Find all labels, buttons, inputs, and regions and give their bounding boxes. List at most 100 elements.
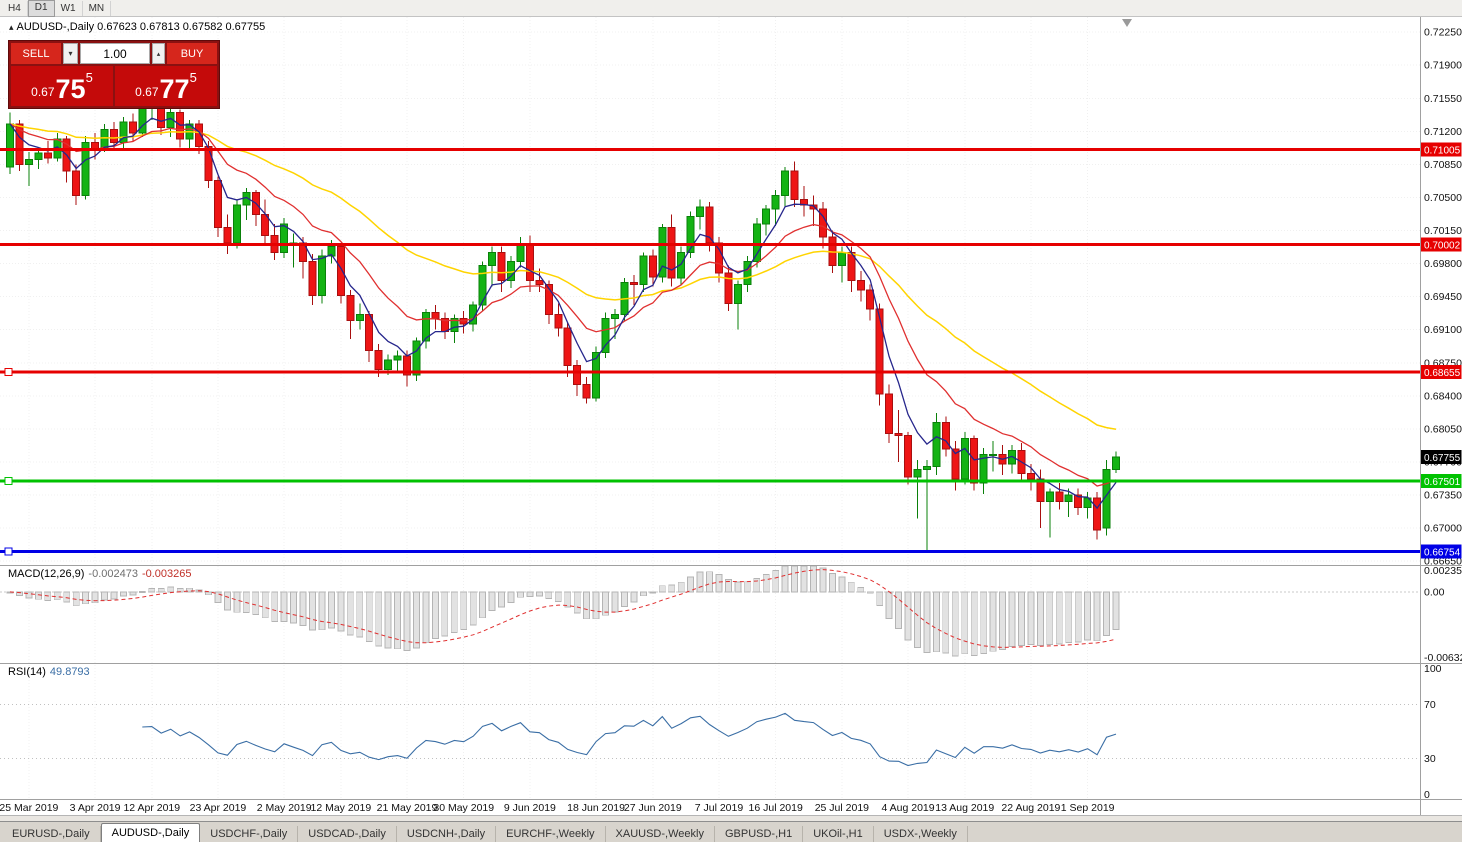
current-price-tag: 0.67755: [1420, 449, 1462, 464]
tab-gbpusd-h1[interactable]: GBPUSD-,H1: [715, 826, 804, 842]
svg-text:23 Apr 2019: 23 Apr 2019: [190, 802, 247, 814]
timeframe-button-mn[interactable]: MN: [83, 0, 112, 16]
svg-text:0.68400: 0.68400: [1424, 390, 1462, 402]
tab-usdx-weekly[interactable]: USDX-,Weekly: [874, 826, 968, 842]
tab-eurchf-weekly[interactable]: EURCHF-,Weekly: [496, 826, 606, 842]
svg-text:16 Jul 2019: 16 Jul 2019: [749, 802, 803, 814]
macd-header: MACD(12,26,9) -0.002473 -0.003265: [8, 568, 192, 580]
svg-text:0.70150: 0.70150: [1424, 225, 1462, 237]
svg-text:0.68050: 0.68050: [1424, 423, 1462, 435]
svg-text:13 Aug 2019: 13 Aug 2019: [935, 802, 994, 814]
svg-text:25 Mar 2019: 25 Mar 2019: [0, 802, 59, 814]
tab-usdchf-daily[interactable]: USDCHF-,Daily: [200, 826, 299, 842]
level-lines[interactable]: 0.71005 0.70002 0.68655 0.67501 0.66754: [0, 142, 1462, 559]
timeframe-button-h4[interactable]: H4: [2, 0, 28, 16]
svg-text:9 Jun 2019: 9 Jun 2019: [504, 802, 556, 814]
sell-price-big: 75: [55, 74, 86, 104]
svg-text:7 Jul 2019: 7 Jul 2019: [695, 802, 744, 814]
svg-text:0.67000: 0.67000: [1424, 523, 1462, 535]
svg-text:0.71200: 0.71200: [1424, 126, 1462, 138]
buy-button[interactable]: BUY: [167, 43, 217, 64]
symbol-label: AUDUSD-,Daily: [16, 21, 95, 33]
volume-input[interactable]: [80, 43, 150, 64]
svg-text:22 Aug 2019: 22 Aug 2019: [1001, 802, 1060, 814]
chart-shift-marker[interactable]: [1122, 19, 1132, 27]
timeframe-button-d1[interactable]: D1: [27, 0, 55, 17]
svg-text:100: 100: [1424, 663, 1442, 675]
tab-xauusd-weekly[interactable]: XAUUSD-,Weekly: [606, 826, 715, 842]
svg-text:21 May 2019: 21 May 2019: [377, 802, 438, 814]
svg-text:25 Jul 2019: 25 Jul 2019: [815, 802, 869, 814]
sell-button[interactable]: SELL: [11, 43, 61, 64]
svg-text:27 Jun 2019: 27 Jun 2019: [624, 802, 682, 814]
buy-price-big: 77: [159, 74, 190, 104]
macd-title: MACD(12,26,9): [8, 568, 85, 580]
panel-collapse-icon[interactable]: ▴: [9, 22, 14, 32]
open-value: 0.67623: [97, 21, 137, 33]
svg-text:0.66754: 0.66754: [1424, 547, 1461, 558]
svg-text:0.67501: 0.67501: [1424, 477, 1461, 488]
close-value: 0.67755: [225, 21, 266, 33]
svg-text:0.72250: 0.72250: [1424, 27, 1462, 39]
rsi-value: 49.8793: [49, 666, 90, 678]
macd-indicator: 0.00235 0.00 -0.00632: [0, 565, 1462, 664]
rsi-title: RSI(14): [8, 666, 46, 678]
svg-text:-0.00632: -0.00632: [1424, 652, 1462, 664]
buy-price-display[interactable]: 0.67 77 5: [115, 66, 217, 106]
svg-text:12 Apr 2019: 12 Apr 2019: [123, 802, 180, 814]
tab-usdcnh-daily[interactable]: USDCNH-,Daily: [397, 826, 497, 842]
svg-text:0.00235: 0.00235: [1424, 565, 1462, 577]
svg-text:0: 0: [1424, 789, 1430, 801]
svg-text:0.66650: 0.66650: [1424, 556, 1462, 568]
sell-price-display[interactable]: 0.67 75 5: [11, 66, 113, 106]
high-value: 0.67813: [139, 21, 180, 33]
volume-spin-up-icon[interactable]: ▴: [152, 43, 165, 64]
volume-dropdown-icon[interactable]: ▾: [63, 43, 78, 64]
chart-symbol-header: ▴ AUDUSD-,Daily 0.67623 0.67813 0.67582 0.677…: [9, 21, 268, 33]
pane-dividers: [0, 17, 1462, 815]
buy-price-prefix: 0.67: [135, 85, 159, 99]
tab-eurusd-daily[interactable]: EURUSD-,Daily: [2, 826, 101, 842]
rsi-header: RSI(14) 49.8793: [8, 666, 90, 678]
svg-text:12 May 2019: 12 May 2019: [310, 802, 371, 814]
svg-text:3 Apr 2019: 3 Apr 2019: [70, 802, 121, 814]
macd-signal-value: -0.003265: [141, 568, 192, 580]
moving-averages: [9, 117, 1117, 510]
svg-text:0.67755: 0.67755: [1424, 453, 1461, 464]
tab-audusd-daily[interactable]: AUDUSD-,Daily: [100, 823, 201, 842]
rsi-indicator: 100 70 30 0: [0, 663, 1442, 801]
svg-text:0.71900: 0.71900: [1424, 60, 1462, 72]
chart-canvas[interactable]: 0.72250 0.71900 0.71550 0.71200 0.70850 0.705…: [0, 17, 1462, 815]
svg-text:0.71005: 0.71005: [1424, 146, 1461, 157]
buy-price-pip: 5: [189, 70, 197, 85]
svg-text:0.71550: 0.71550: [1424, 93, 1462, 105]
timeframe-toolbar: H4 D1 W1 MN: [0, 0, 1462, 17]
svg-text:0.70850: 0.70850: [1424, 159, 1462, 171]
svg-text:70: 70: [1424, 699, 1436, 711]
horizontal-scrollbar[interactable]: [0, 815, 1462, 821]
trade-controls-row: SELL ▾ ▴ BUY: [11, 43, 217, 64]
svg-text:4 Aug 2019: 4 Aug 2019: [881, 802, 934, 814]
low-value: 0.67582: [182, 21, 223, 33]
macd-main-value: -0.002473: [88, 568, 138, 580]
sell-price-pip: 5: [85, 70, 93, 85]
svg-text:0.70500: 0.70500: [1424, 192, 1462, 204]
tab-usdcad-daily[interactable]: USDCAD-,Daily: [298, 826, 397, 842]
sell-price-prefix: 0.67: [31, 85, 55, 99]
svg-text:0.00: 0.00: [1424, 586, 1445, 598]
chart-tab-bar: EURUSD-,Daily AUDUSD-,Daily USDCHF-,Daily U…: [0, 821, 1462, 842]
trade-prices-row: 0.67 75 5 0.67 77 5: [11, 66, 217, 106]
timeframe-button-w1[interactable]: W1: [55, 0, 83, 16]
one-click-trading-panel: SELL ▾ ▴ BUY 0.67 75 5 0.67 77 5: [8, 40, 220, 109]
svg-text:0.70002: 0.70002: [1424, 241, 1461, 252]
tab-ukoil-h1[interactable]: UKOil-,H1: [803, 826, 874, 842]
svg-text:0.69100: 0.69100: [1424, 324, 1462, 336]
grid-lines: [0, 17, 1420, 799]
date-axis: 25 Mar 2019 3 Apr 2019 12 Apr 2019 23 Apr 2…: [0, 802, 1115, 814]
svg-text:0.69800: 0.69800: [1424, 258, 1462, 270]
svg-text:1 Sep 2019: 1 Sep 2019: [1061, 802, 1115, 814]
price-scale: 0.72250 0.71900 0.71550 0.71200 0.70850 0.705…: [1424, 27, 1462, 568]
svg-text:30: 30: [1424, 753, 1436, 765]
svg-text:2 May 2019: 2 May 2019: [257, 802, 312, 814]
candles: [6, 98, 1120, 550]
